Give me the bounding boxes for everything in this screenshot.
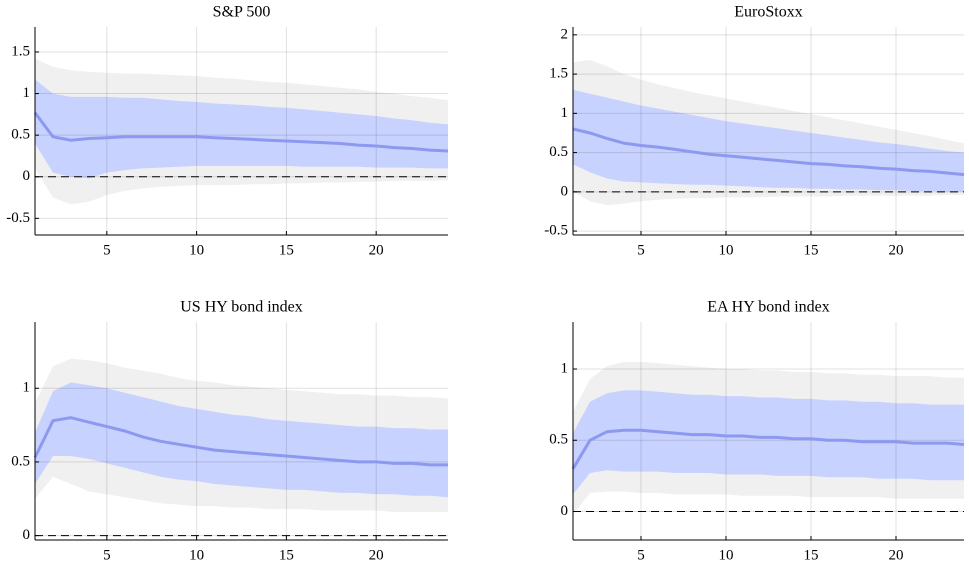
x-tick-label: 15 <box>279 242 294 258</box>
y-tick-label: 0.5 <box>549 144 568 160</box>
band <box>35 79 448 179</box>
x-tick-label: 20 <box>369 547 384 563</box>
y-tick-label: 0 <box>23 527 31 543</box>
x-tick-label: 15 <box>279 547 294 563</box>
x-tick-label: 20 <box>889 242 904 258</box>
median-line <box>571 428 965 470</box>
y-tick-label: 0.5 <box>11 127 30 143</box>
x-tick-label: 10 <box>189 547 204 563</box>
y-tick-label: 1.5 <box>549 66 568 82</box>
y-tick-label: 1 <box>23 85 31 101</box>
median-line <box>33 111 449 153</box>
chart-title: EA HY bond index <box>707 299 830 316</box>
x-tick-label: 15 <box>804 547 819 563</box>
x-tick-label: 15 <box>804 242 819 258</box>
x-tick-label: 20 <box>369 242 384 258</box>
chart-title: US HY bond index <box>180 299 303 316</box>
y-tick-label: 0 <box>561 503 569 519</box>
y-tick-label: 2 <box>561 26 569 42</box>
x-tick-label: 5 <box>637 242 645 258</box>
y-tick-label: 1 <box>561 105 569 121</box>
x-tick-label: 20 <box>889 547 904 563</box>
chart-title: EuroStoxx <box>734 4 802 21</box>
x-tick-label: 10 <box>189 242 204 258</box>
x-tick-label: 10 <box>719 547 734 563</box>
y-tick-label: 1 <box>23 380 31 396</box>
x-tick-label: 5 <box>637 547 645 563</box>
y-tick-label: 0 <box>23 168 31 184</box>
y-tick-label: 0.5 <box>11 453 30 469</box>
median-line <box>33 416 448 467</box>
y-tick-label: 0 <box>561 183 569 199</box>
band <box>35 382 448 498</box>
chart-title: S&P 500 <box>213 4 271 21</box>
x-tick-label: 5 <box>103 242 111 258</box>
y-tick-label: 1 <box>561 360 569 376</box>
y-tick-label: -0.5 <box>6 210 30 226</box>
median-line <box>572 127 965 177</box>
band <box>573 390 964 495</box>
x-tick-label: 10 <box>719 242 734 258</box>
x-tick-label: 5 <box>103 547 111 563</box>
y-tick-label: 0.5 <box>549 432 568 448</box>
y-tick-label: -0.5 <box>544 223 568 239</box>
y-tick-label: 1.5 <box>11 43 30 59</box>
